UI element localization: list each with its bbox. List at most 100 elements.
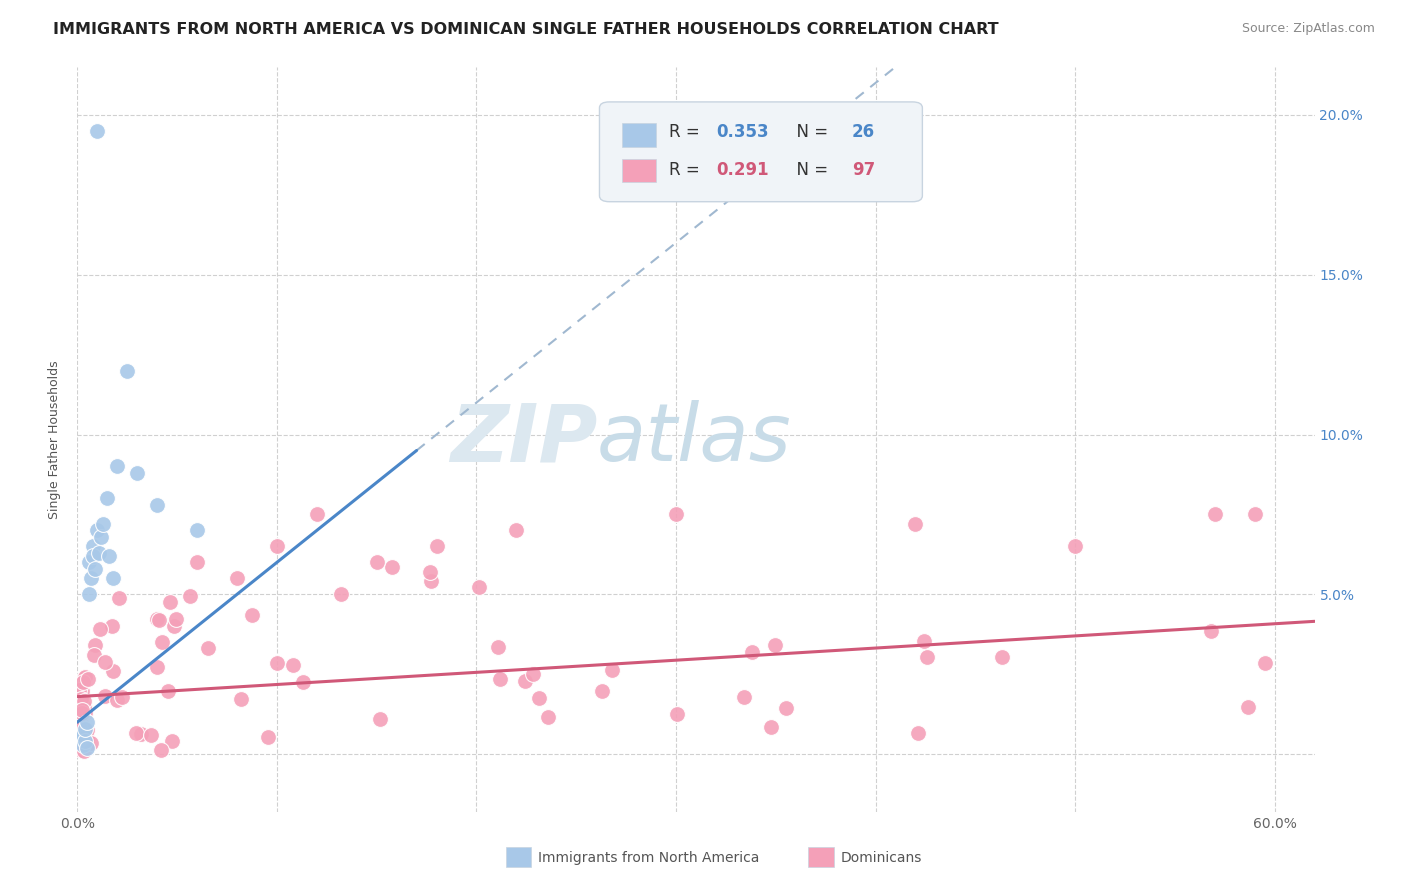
Point bbox=[94, 689, 117, 703]
Point bbox=[537, 710, 560, 724]
Point bbox=[129, 727, 152, 741]
Point bbox=[666, 707, 689, 722]
Point bbox=[72, 732, 94, 747]
Text: Immigrants from North America: Immigrants from North America bbox=[538, 851, 759, 865]
Text: Source: ZipAtlas.com: Source: ZipAtlas.com bbox=[1241, 22, 1375, 36]
Y-axis label: Single Father Households: Single Father Households bbox=[48, 360, 62, 518]
Point bbox=[72, 684, 94, 698]
Point bbox=[82, 549, 104, 563]
Point bbox=[148, 614, 170, 628]
Point bbox=[127, 466, 149, 480]
Point bbox=[108, 591, 131, 606]
Point bbox=[76, 723, 98, 737]
Point bbox=[75, 739, 97, 754]
Point bbox=[156, 684, 179, 698]
Point bbox=[266, 656, 288, 670]
Point bbox=[100, 619, 122, 633]
Point bbox=[368, 712, 391, 726]
Point bbox=[73, 670, 96, 684]
Text: 0.353: 0.353 bbox=[716, 123, 769, 142]
Point bbox=[86, 124, 108, 138]
Point bbox=[76, 715, 98, 730]
Point bbox=[76, 731, 98, 746]
Point bbox=[1237, 700, 1260, 714]
Point bbox=[73, 699, 96, 714]
Point bbox=[72, 728, 94, 742]
Point bbox=[75, 722, 97, 736]
Point bbox=[149, 742, 172, 756]
Point bbox=[69, 712, 91, 726]
Point bbox=[69, 738, 91, 752]
Point bbox=[163, 619, 186, 633]
Point bbox=[83, 648, 105, 663]
Point bbox=[73, 694, 96, 708]
Point bbox=[741, 645, 763, 659]
Point bbox=[94, 655, 117, 669]
Point bbox=[266, 540, 288, 554]
Point bbox=[917, 650, 939, 665]
Point bbox=[73, 671, 96, 685]
Point bbox=[775, 701, 797, 715]
Point bbox=[420, 574, 443, 588]
Point bbox=[76, 672, 98, 686]
Text: ZIP: ZIP bbox=[450, 401, 598, 478]
Point bbox=[1204, 508, 1226, 522]
Point bbox=[80, 571, 103, 585]
Point bbox=[366, 555, 388, 569]
Point bbox=[904, 516, 927, 531]
Point bbox=[381, 560, 404, 574]
Text: Dominicans: Dominicans bbox=[841, 851, 922, 865]
Point bbox=[505, 524, 527, 538]
Point bbox=[600, 663, 623, 677]
Point bbox=[257, 730, 280, 744]
Point bbox=[70, 731, 93, 746]
Point bbox=[591, 684, 613, 698]
Point bbox=[1243, 508, 1265, 522]
Point bbox=[160, 734, 183, 748]
Point bbox=[281, 657, 304, 672]
Point bbox=[84, 562, 107, 576]
Point bbox=[291, 675, 314, 690]
Point bbox=[69, 682, 91, 697]
Point bbox=[139, 728, 162, 742]
Text: 26: 26 bbox=[852, 123, 875, 142]
Point bbox=[69, 723, 91, 737]
Point bbox=[486, 640, 509, 654]
Point bbox=[1199, 624, 1222, 639]
Point bbox=[165, 612, 187, 626]
Point bbox=[513, 674, 536, 689]
Point bbox=[72, 674, 94, 689]
Point bbox=[907, 726, 929, 740]
Point bbox=[529, 691, 551, 706]
Point bbox=[991, 650, 1014, 665]
Bar bbox=[621, 159, 657, 182]
Point bbox=[98, 549, 121, 563]
Point bbox=[665, 508, 688, 522]
Point bbox=[305, 508, 328, 522]
Text: 0.291: 0.291 bbox=[716, 161, 769, 178]
Point bbox=[72, 738, 94, 752]
Point bbox=[70, 707, 93, 722]
Point bbox=[240, 607, 263, 622]
Bar bbox=[621, 123, 657, 146]
Point bbox=[763, 638, 786, 652]
Point bbox=[467, 580, 489, 594]
Point bbox=[70, 692, 93, 706]
Point bbox=[179, 589, 201, 603]
Point bbox=[522, 667, 544, 681]
Point bbox=[146, 611, 169, 625]
Text: R =: R = bbox=[669, 123, 704, 142]
Point bbox=[72, 744, 94, 758]
Point bbox=[231, 692, 253, 706]
Point bbox=[1253, 656, 1275, 670]
Point bbox=[80, 736, 103, 750]
Point bbox=[69, 733, 91, 747]
Text: N =: N = bbox=[786, 161, 834, 178]
Point bbox=[105, 459, 128, 474]
Text: IMMIGRANTS FROM NORTH AMERICA VS DOMINICAN SINGLE FATHER HOUSEHOLDS CORRELATION : IMMIGRANTS FROM NORTH AMERICA VS DOMINIC… bbox=[53, 22, 1000, 37]
Point bbox=[146, 498, 169, 512]
Point bbox=[111, 690, 134, 704]
Point bbox=[82, 540, 104, 554]
Point bbox=[70, 726, 93, 740]
Point bbox=[115, 363, 138, 377]
